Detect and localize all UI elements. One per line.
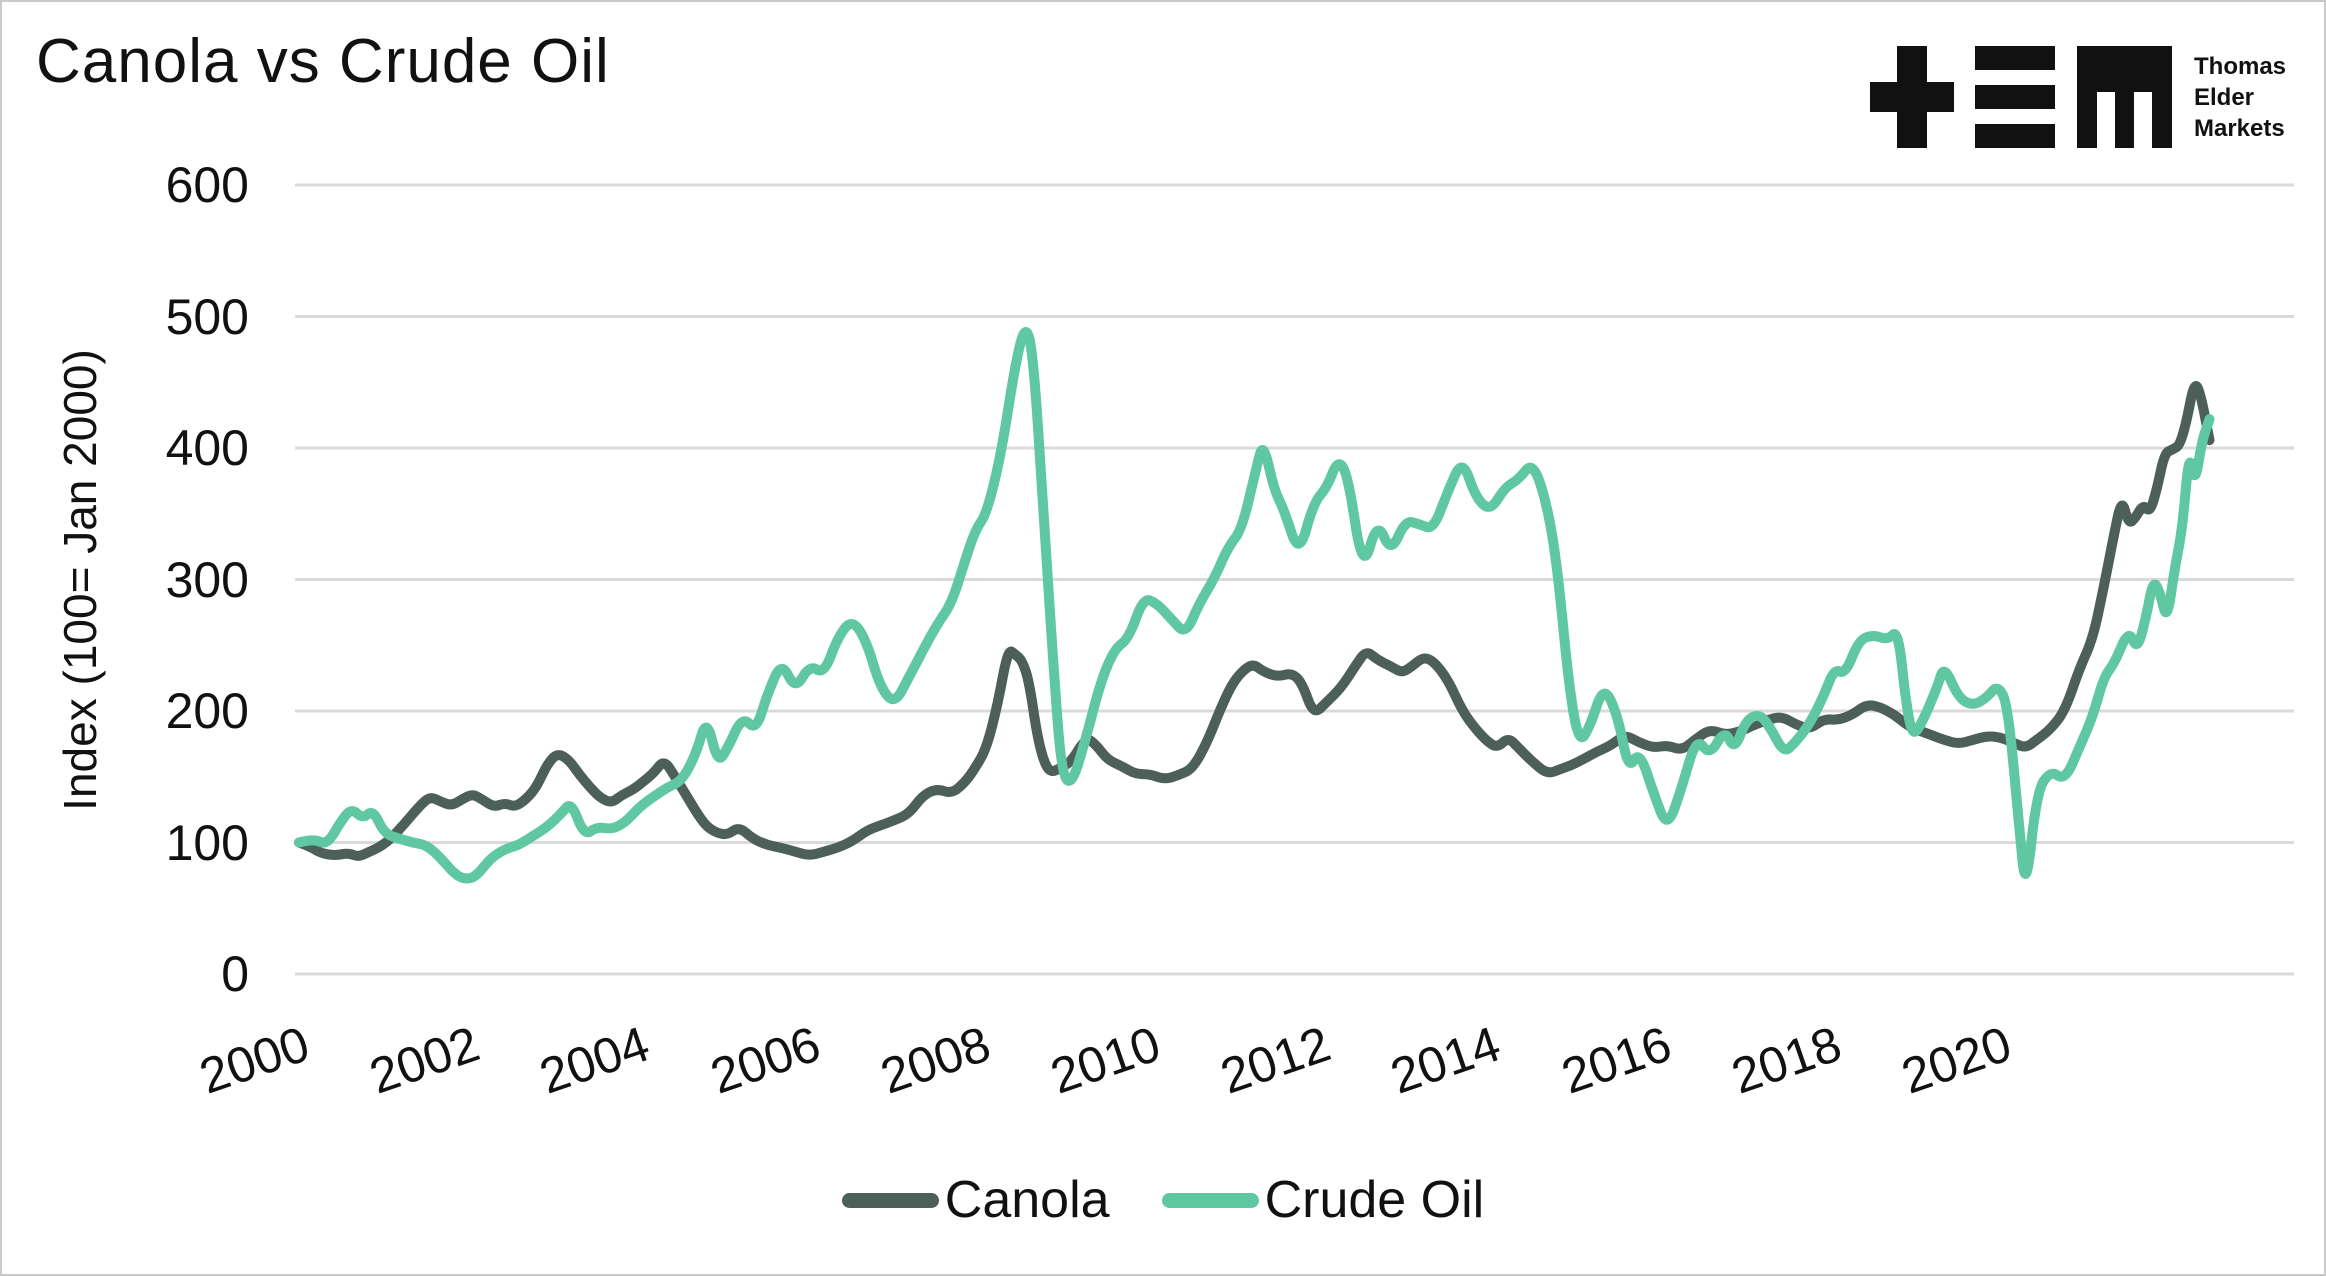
- crude-oil-line-swatch: [1161, 1192, 1259, 1208]
- legend-item-crude-oil: Crude Oil: [1161, 1170, 1485, 1230]
- legend-label-canola: Canola: [944, 1171, 1110, 1229]
- crude-oil-line: [294, 327, 2215, 884]
- logo-word-1: Thomas: [2194, 52, 2287, 80]
- plus-icon: [1870, 46, 1954, 148]
- y-tick-label-500: 500: [165, 288, 249, 345]
- y-tick-label-200: 200: [165, 683, 249, 739]
- tem-logo-icon: [1870, 46, 2172, 148]
- chart-title: Canola vs Crude Oil: [36, 27, 610, 96]
- y-tick-label-400: 400: [165, 420, 249, 476]
- y-tick-label-600: 600: [165, 157, 249, 213]
- m-icon: [2077, 46, 2172, 148]
- legend-label-crude-oil: Crude Oil: [1264, 1171, 1485, 1229]
- y-tick-label-300: 300: [165, 551, 249, 608]
- legend-item-canola: Canola: [841, 1170, 1110, 1230]
- y-tick-label-0: 0: [221, 946, 249, 1002]
- y-tick-label-100: 100: [165, 814, 249, 871]
- logo-word-2: Elder: [2194, 83, 2255, 111]
- logo-wordmark: Thomas Elder Markets: [2194, 51, 2286, 144]
- canola-line: [294, 381, 2215, 861]
- legend: Canola Crude Oil: [2, 1170, 2324, 1230]
- canola-line-swatch: [841, 1192, 939, 1208]
- triple-bar-icon: [1975, 46, 2055, 148]
- logo-word-3: Markets: [2194, 114, 2285, 142]
- thomas-elder-markets-logo: Thomas Elder Markets: [1870, 46, 2286, 148]
